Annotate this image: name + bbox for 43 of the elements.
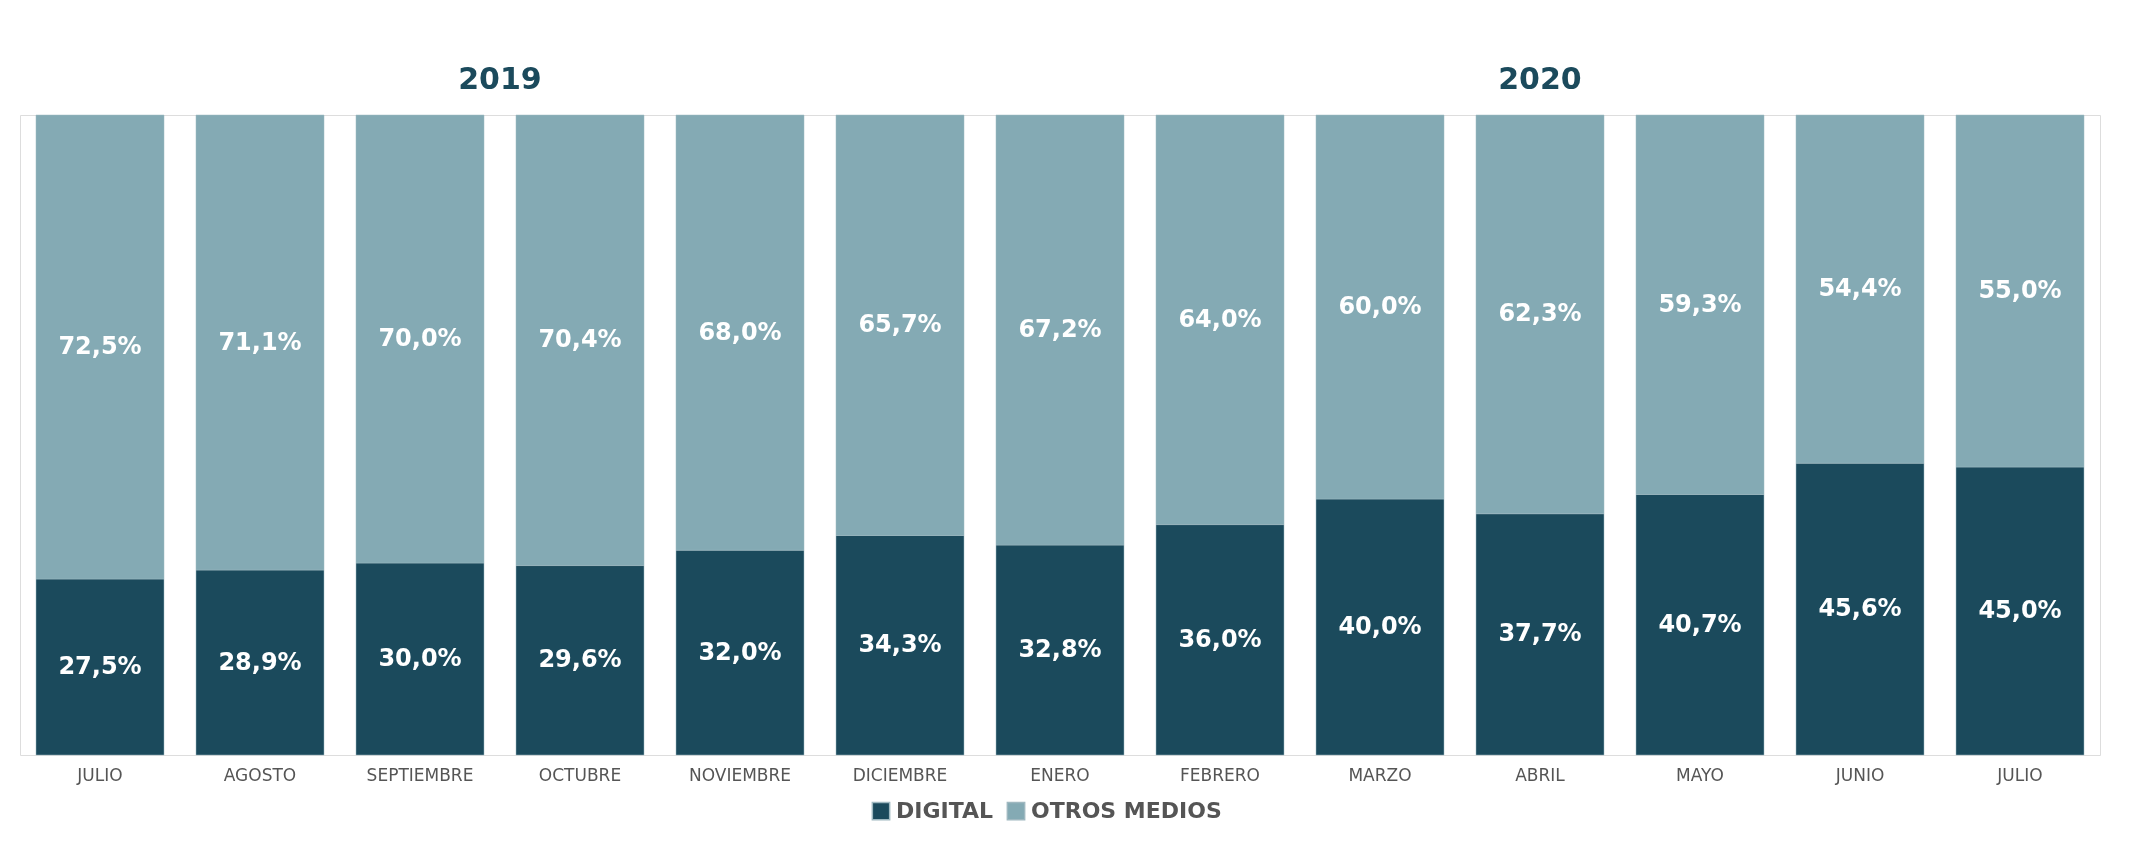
data-label: 71,1% [218, 327, 302, 356]
data-label: 27,5% [58, 652, 142, 680]
x-tick-label: ABRIL [1515, 764, 1566, 785]
x-tick-label: DICIEMBRE [852, 764, 948, 785]
legend-label: DIGITAL [896, 798, 994, 824]
data-label: 45,0% [1978, 596, 2062, 624]
data-label: 70,0% [378, 324, 462, 352]
data-label: 29,6% [538, 645, 622, 674]
data-label: 70,4% [538, 325, 622, 354]
data-label: 32,8% [1018, 635, 1102, 664]
data-label: 64,0% [1178, 304, 1262, 333]
data-label: 45,6% [1818, 594, 1902, 623]
data-label: 54,4% [1818, 274, 1902, 303]
x-tick-label: JULIO [1996, 764, 2043, 785]
data-label: 36,0% [1178, 624, 1262, 653]
legend-label: OTROS MEDIOS [1031, 798, 1222, 824]
data-label: 68,0% [698, 317, 782, 346]
data-label: 40,7% [1658, 609, 1742, 638]
data-label: 55,0% [1978, 276, 2062, 304]
x-tick-label: ENERO [1030, 764, 1090, 785]
x-tick-label: JULIO [76, 764, 123, 785]
data-label: 59,3% [1658, 289, 1742, 318]
data-label: 62,3% [1498, 299, 1582, 328]
data-label: 32,0% [698, 637, 782, 666]
data-label: 72,5% [58, 332, 142, 360]
x-tick-label: SEPTIEMBRE [366, 764, 474, 785]
text: 2019 [458, 61, 542, 96]
data-label: 40,0% [1338, 612, 1422, 640]
data-label: 65,7% [858, 310, 942, 339]
x-tick-label: JUNIO [1834, 764, 1885, 785]
x-tick-label: FEBRERO [1180, 764, 1260, 785]
x-tick-label: AGOSTO [223, 764, 297, 785]
data-label: 37,7% [1498, 619, 1582, 648]
x-tick-label: OCTUBRE [538, 764, 622, 785]
data-label: 34,3% [858, 630, 942, 659]
data-label: 67,2% [1018, 315, 1102, 344]
text: 2020 [1498, 61, 1582, 96]
x-tick-label: MARZO [1348, 764, 1412, 785]
data-label: 60,0% [1338, 292, 1422, 320]
data-label: 30,0% [378, 644, 462, 672]
x-tick-label: NOVIEMBRE [688, 764, 792, 785]
data-label: 28,9% [218, 647, 302, 676]
x-tick-label: MAYO [1676, 764, 1724, 785]
